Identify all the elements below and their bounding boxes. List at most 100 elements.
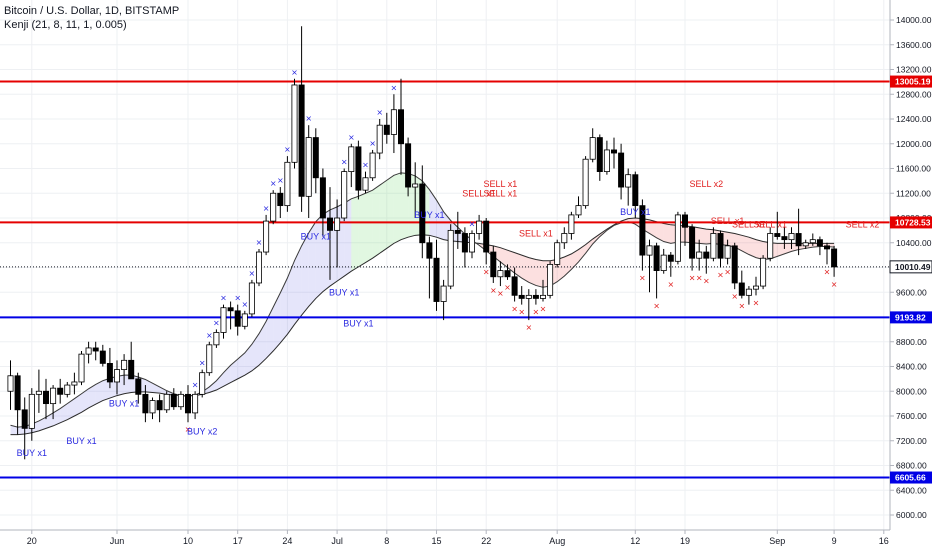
candle[interactable] — [21, 397, 28, 460]
candle[interactable] — [476, 214, 483, 240]
candle[interactable] — [376, 119, 383, 160]
candle[interactable] — [348, 143, 355, 188]
buy-signal-label[interactable]: BUY x1 — [109, 399, 139, 409]
candle[interactable] — [795, 208, 802, 256]
candle[interactable] — [334, 199, 341, 268]
candle[interactable] — [447, 224, 454, 290]
candle[interactable] — [632, 171, 639, 218]
candle[interactable] — [14, 372, 21, 435]
indicator-label[interactable]: Kenji (21, 8, 11, 1, 0.005) — [4, 19, 127, 31]
candle[interactable] — [135, 372, 142, 404]
candle[interactable] — [696, 239, 703, 271]
candle[interactable] — [362, 171, 369, 194]
candle[interactable] — [589, 128, 596, 163]
candle[interactable] — [99, 344, 106, 367]
candle[interactable] — [497, 261, 504, 287]
candle[interactable] — [43, 378, 50, 420]
candle[interactable] — [667, 252, 674, 277]
candle[interactable] — [28, 388, 35, 441]
candle[interactable] — [397, 78, 404, 175]
candle[interactable] — [270, 190, 277, 225]
sell-signal-label[interactable]: SELL x1 — [462, 188, 496, 198]
candle[interactable] — [312, 128, 319, 194]
candle[interactable] — [540, 279, 547, 302]
candle[interactable] — [717, 230, 724, 268]
candle[interactable] — [703, 245, 710, 274]
candle[interactable] — [227, 301, 234, 330]
candle[interactable] — [809, 233, 816, 246]
candle[interactable] — [419, 165, 426, 259]
candle[interactable] — [284, 156, 291, 212]
sell-signal-label[interactable]: SELL x1 — [753, 219, 787, 229]
candle[interactable] — [611, 137, 618, 169]
candle[interactable] — [490, 245, 497, 283]
candle[interactable] — [405, 137, 412, 197]
sell-signal-label[interactable]: SELL x2 — [689, 179, 723, 189]
last-price-badge[interactable] — [889, 260, 932, 274]
candle[interactable] — [454, 211, 461, 249]
candle[interactable] — [646, 239, 653, 293]
candle[interactable] — [639, 199, 646, 271]
level-badge[interactable] — [890, 216, 932, 229]
candle[interactable] — [71, 372, 78, 395]
buy-signal-label[interactable]: BUY x1 — [329, 287, 359, 297]
candle[interactable] — [319, 168, 326, 237]
candle[interactable] — [234, 304, 241, 336]
candle[interactable] — [149, 397, 156, 420]
candle[interactable] — [582, 156, 589, 209]
candle[interactable] — [85, 341, 92, 364]
candle[interactable] — [170, 388, 177, 410]
candle[interactable] — [575, 196, 582, 218]
candle[interactable] — [802, 239, 809, 249]
candle[interactable] — [163, 391, 170, 413]
candle[interactable] — [291, 78, 298, 169]
candle[interactable] — [426, 236, 433, 299]
buy-signal-label[interactable]: BUY x1 — [414, 210, 444, 220]
candle[interactable] — [816, 236, 823, 256]
candle[interactable] — [241, 310, 248, 330]
sell-signal-label[interactable]: SELL x2 — [846, 219, 880, 229]
candle[interactable] — [660, 248, 667, 274]
candle[interactable] — [767, 227, 774, 262]
candle[interactable] — [724, 239, 731, 265]
candle[interactable] — [305, 125, 312, 218]
candle[interactable] — [674, 211, 681, 265]
candle[interactable] — [184, 385, 191, 423]
candle[interactable] — [383, 112, 390, 144]
candle[interactable] — [745, 286, 752, 305]
candle[interactable] — [618, 143, 625, 200]
candle[interactable] — [554, 239, 561, 268]
candle[interactable] — [653, 242, 660, 299]
candle[interactable] — [568, 211, 575, 240]
candle[interactable] — [114, 360, 121, 395]
candle[interactable] — [390, 94, 397, 154]
candle[interactable] — [78, 351, 85, 386]
buy-signal-label[interactable]: BUY x1 — [620, 207, 650, 217]
level-badge[interactable] — [890, 471, 932, 484]
level-badge[interactable] — [890, 75, 932, 88]
candle[interactable] — [596, 134, 603, 181]
candle[interactable] — [689, 224, 696, 271]
candle[interactable] — [824, 242, 831, 265]
candle[interactable] — [710, 227, 717, 262]
candle[interactable] — [561, 227, 568, 249]
candle[interactable] — [412, 162, 419, 218]
candle[interactable] — [177, 391, 184, 410]
candle[interactable] — [156, 394, 163, 423]
candle[interactable] — [355, 140, 362, 200]
candle[interactable] — [753, 276, 760, 296]
candle[interactable] — [682, 211, 689, 246]
candle[interactable] — [50, 385, 57, 420]
candle[interactable] — [603, 140, 610, 175]
buy-signal-label[interactable]: BUY x1 — [301, 232, 331, 242]
candle[interactable] — [192, 391, 199, 420]
sell-signal-label[interactable]: SELL x1 — [732, 219, 766, 229]
symbol-title[interactable]: Bitcoin / U.S. Dollar, 1D, BITSTAMP — [4, 5, 180, 17]
candle[interactable] — [220, 304, 227, 339]
candle[interactable] — [511, 267, 518, 302]
candle[interactable] — [213, 329, 220, 348]
candle[interactable] — [142, 385, 149, 423]
candle[interactable] — [369, 149, 376, 181]
candle[interactable] — [35, 369, 42, 413]
buy-signal-label[interactable]: BUY x1 — [17, 448, 47, 458]
